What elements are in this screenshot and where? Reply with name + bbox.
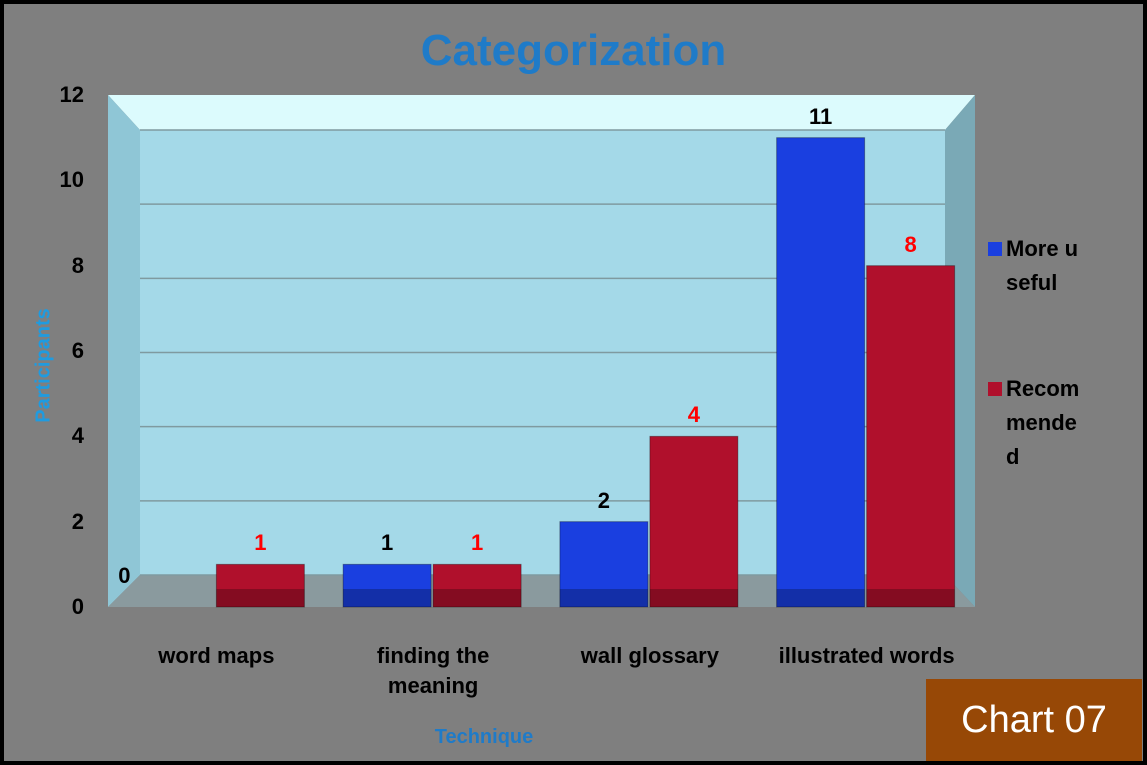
legend-swatch — [988, 242, 1002, 256]
x-tick-label: illustrated words — [778, 643, 955, 668]
bar — [342, 563, 432, 608]
data-label: 1 — [471, 530, 484, 556]
legend-label: Recommended — [1006, 376, 1080, 469]
data-label: 1 — [381, 530, 394, 556]
bar-shade — [433, 589, 522, 607]
y-tick-label: 2 — [71, 508, 84, 534]
chart-title: Categorization — [420, 26, 727, 75]
data-label: 0 — [118, 563, 131, 588]
bar-shade — [776, 589, 865, 607]
floor — [108, 575, 975, 607]
y-axis-label: Participants — [32, 308, 55, 423]
x-tick-label: wall glossary — [580, 643, 719, 668]
bar — [432, 563, 522, 608]
top-wall — [108, 95, 975, 130]
data-label: 11 — [808, 103, 833, 129]
legend-swatch — [988, 382, 1002, 396]
bar — [559, 521, 649, 608]
legend-label: More useful — [1006, 236, 1079, 295]
x-tick-label: word maps — [158, 643, 275, 668]
bar-shade — [343, 589, 432, 607]
x-axis-label: Technique — [434, 726, 534, 748]
plot — [108, 95, 1002, 608]
chart-badge: Chart 07 — [926, 679, 1142, 761]
bar — [215, 563, 305, 608]
y-tick-label: 10 — [59, 167, 84, 193]
left-wall — [108, 95, 140, 607]
data-label: 4 — [687, 402, 700, 428]
x-tick-label: finding the meaning — [376, 643, 490, 698]
bar — [866, 265, 956, 608]
y-tick-label: 6 — [71, 338, 84, 363]
y-tick-label: 0 — [71, 594, 84, 619]
bar — [649, 435, 739, 608]
data-label: 2 — [597, 487, 610, 513]
bar-shade — [866, 589, 955, 607]
data-label: 1 — [254, 530, 267, 556]
bar-shade — [649, 589, 738, 607]
y-tick-label: 12 — [59, 82, 84, 107]
y-tick-label: 4 — [71, 423, 84, 449]
bar-shade — [559, 589, 648, 607]
bar — [776, 137, 866, 608]
bar-shade — [216, 589, 305, 607]
data-label: 8 — [904, 231, 917, 257]
y-tick-label: 8 — [71, 252, 84, 278]
